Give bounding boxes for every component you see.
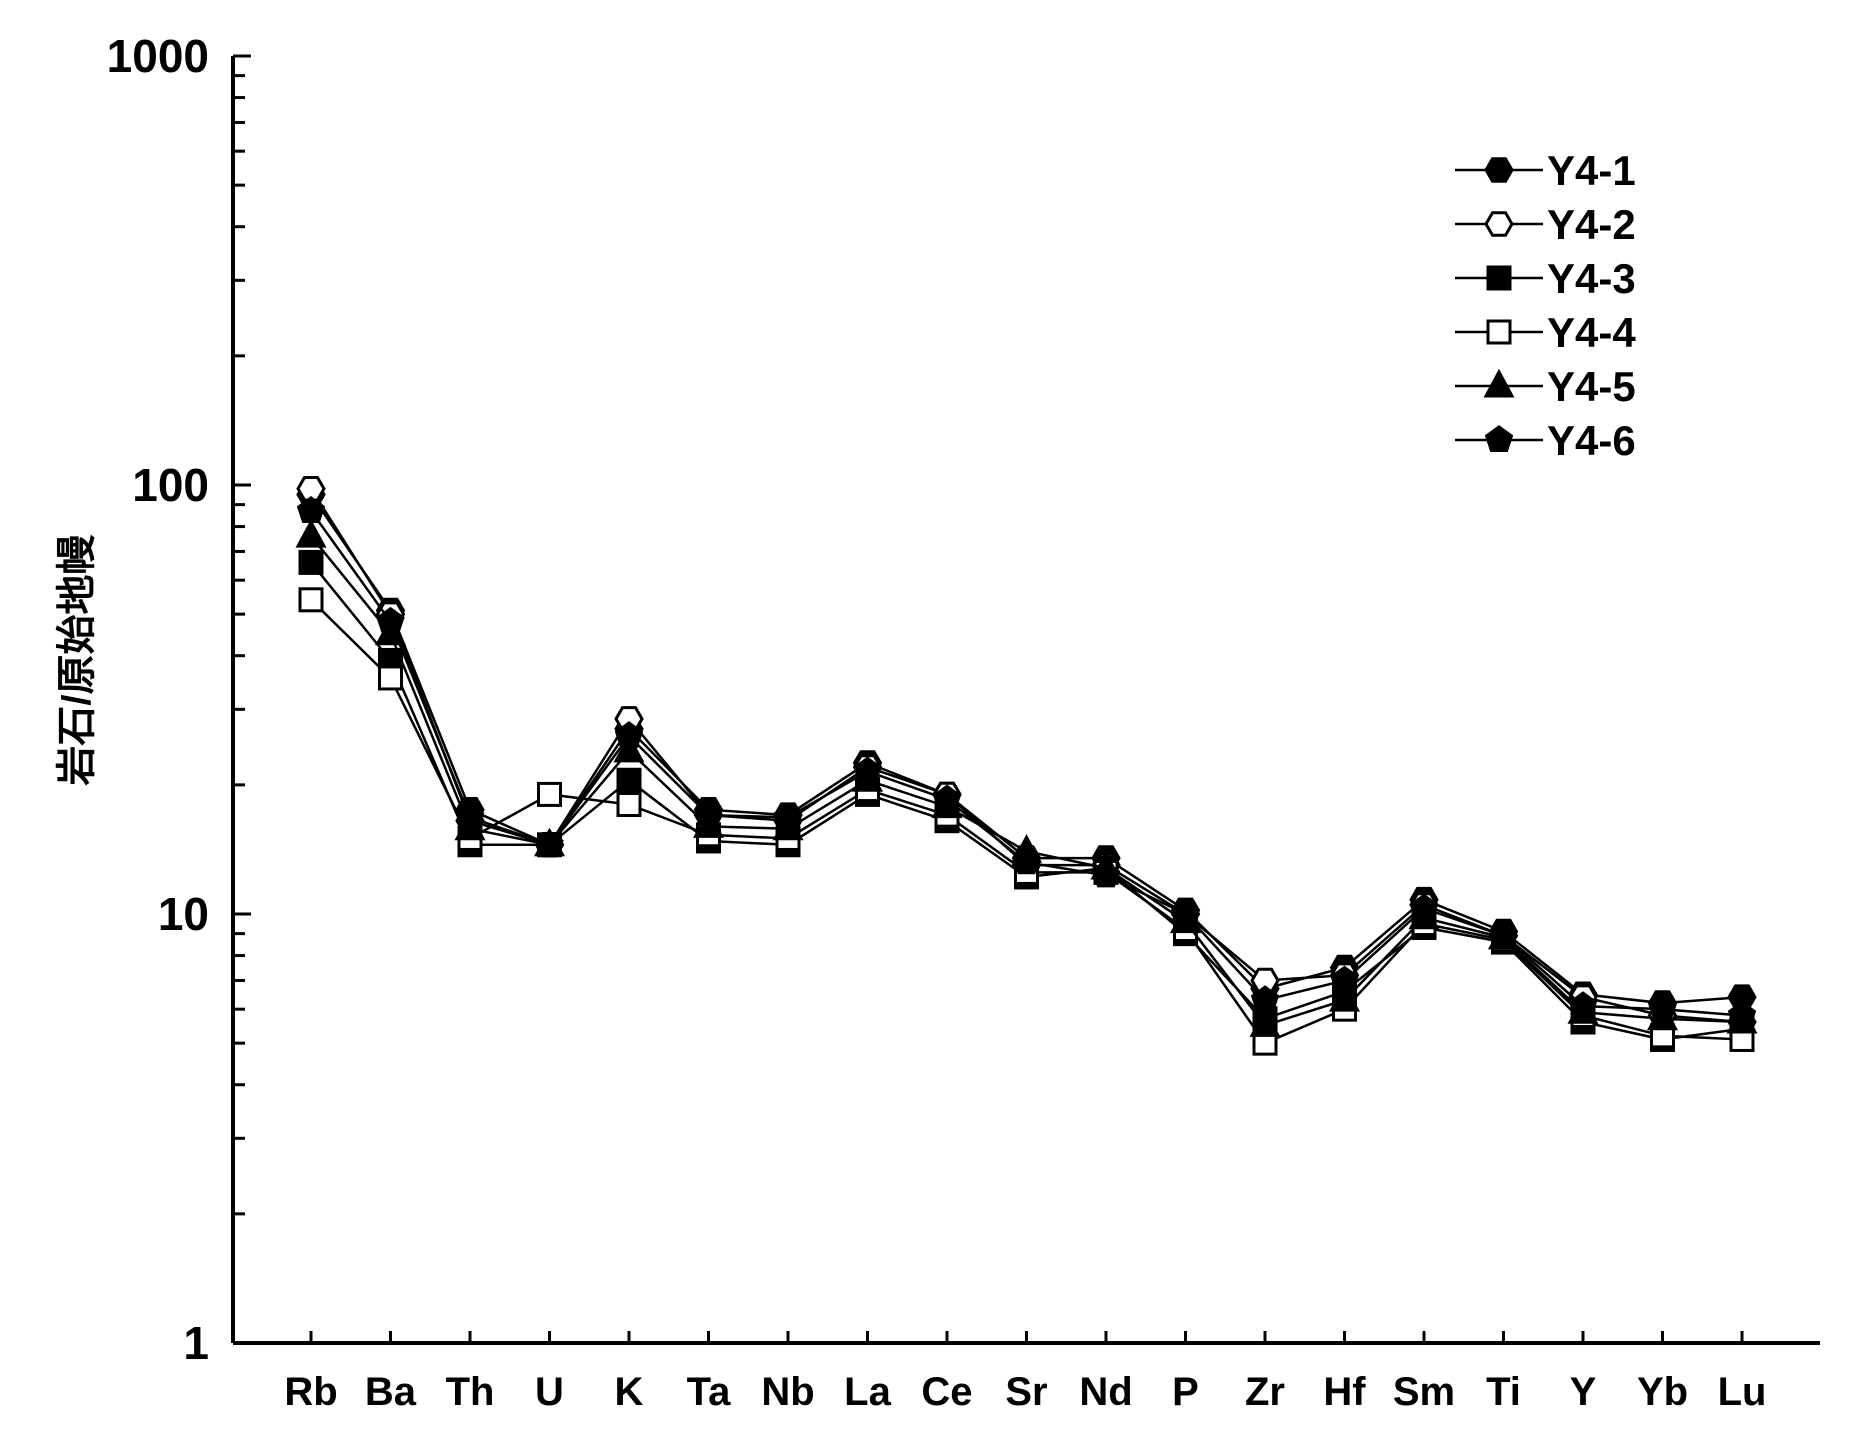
data-point-y4-6 (614, 721, 644, 748)
data-point-y4-4 (537, 781, 562, 807)
series-line-y4-2 (309, 488, 1743, 1024)
data-point-y4-6 (1250, 985, 1280, 1013)
x-tick-label: P (1172, 1370, 1199, 1414)
x-tick-label: Rb (284, 1370, 337, 1414)
data-point-y4-6 (1171, 899, 1200, 926)
legend-entry-y4-1: Y4-1 (1455, 147, 1636, 194)
series-line-y4-3 (310, 561, 1743, 1041)
x-tick-label: Lu (1718, 1370, 1767, 1414)
data-point-y4-5 (1328, 982, 1361, 1012)
data-point-y4-6 (296, 496, 326, 523)
data-point-y4-4 (616, 791, 642, 817)
legend-marker (1483, 368, 1515, 398)
data-point-y4-6 (1727, 1000, 1757, 1028)
data-point-y4-6 (932, 784, 962, 812)
data-point-y4-6 (773, 802, 803, 830)
data-point-y4-3 (298, 549, 324, 575)
legend-label: Y4-3 (1547, 255, 1636, 302)
x-tick-label: K (615, 1370, 644, 1414)
legend-marker (1484, 157, 1514, 183)
data-point-y4-4 (378, 665, 403, 691)
data-point-y4-6 (694, 800, 723, 828)
legend-entry-y4-4: Y4-4 (1455, 309, 1636, 356)
data-point-y4-6 (1330, 965, 1359, 993)
legend-marker (1484, 425, 1514, 452)
legend-marker (1486, 265, 1512, 291)
x-tick-label: Ce (921, 1370, 972, 1414)
series-y4-2 (296, 476, 1757, 1035)
legend-entry-y4-5: Y4-5 (1455, 363, 1636, 410)
axes: 1 10 100 1000 Rb Ba Th U K Ta Nb La Ce Sr Nd P Zr Hf Sm Ti Y… (107, 30, 1820, 1414)
data-point-y4-6 (1568, 991, 1598, 1019)
legend-label: Y4-1 (1547, 147, 1636, 194)
legend-label: Y4-4 (1547, 309, 1636, 356)
y-tick-label: 1 (183, 1317, 209, 1369)
series-y4-6 (296, 496, 1757, 1028)
legend-marker (1486, 319, 1512, 345)
x-tick-label: Ba (365, 1370, 417, 1414)
x-tick-label: Ta (687, 1370, 731, 1414)
data-point-y4-6 (1648, 994, 1677, 1022)
series-line-y4-1 (309, 493, 1743, 1005)
x-tick-label: Th (446, 1370, 495, 1414)
y-axis-label: 岩石/原始地幔 (55, 534, 99, 785)
series-y4-3 (298, 549, 1755, 1052)
data-point-y4-5 (1249, 1008, 1281, 1037)
data-point-y4-6 (853, 756, 882, 784)
data-point-y4-6 (1012, 847, 1041, 875)
x-tick-label: Sr (1005, 1370, 1047, 1414)
x-tick-label: Nd (1079, 1370, 1132, 1414)
data-point-y4-4 (298, 587, 324, 613)
data-point-y4-3 (616, 767, 642, 793)
legend-entry-y4-3: Y4-3 (1455, 255, 1636, 302)
legend-label: Y4-2 (1547, 201, 1636, 248)
x-tick-label: Nb (761, 1370, 814, 1414)
y-tick-label: 100 (132, 459, 209, 511)
series-line-y4-5 (310, 535, 1743, 1027)
data-point-y4-6 (455, 802, 485, 830)
legend-marker (1484, 211, 1514, 237)
series-y4-1 (296, 481, 1757, 1016)
series-line-y4-4 (310, 598, 1743, 1045)
x-tick-label: Yb (1637, 1370, 1688, 1414)
x-tick-label: La (844, 1370, 891, 1414)
series-line-y4-6 (309, 510, 1743, 1017)
legend: Y4-1 Y4-2 Y4-3 Y4-4 Y4-5 Y4-6 (1455, 147, 1636, 464)
x-tick-label: Y (1570, 1370, 1597, 1414)
series-y4-4 (298, 587, 1755, 1056)
data-point-y4-5 (613, 733, 645, 763)
x-tick-label: Ti (1486, 1370, 1521, 1414)
series-group (295, 476, 1758, 1056)
data-point-y4-5 (295, 518, 327, 548)
y-tick-label: 1000 (107, 30, 209, 82)
x-tick-label: U (535, 1370, 564, 1414)
legend-entry-y4-2: Y4-2 (1455, 201, 1636, 248)
data-point-y4-6 (535, 829, 564, 857)
y-tick-label: 10 (158, 888, 209, 940)
data-point-y4-6 (376, 606, 405, 634)
x-tick-label: Sm (1393, 1370, 1455, 1414)
data-point-y4-6 (1091, 860, 1121, 888)
x-tick-label: Hf (1323, 1370, 1366, 1414)
x-tick-label: Zr (1245, 1370, 1285, 1414)
legend-label: Y4-5 (1547, 363, 1636, 410)
legend-label: Y4-6 (1547, 417, 1636, 464)
data-point-y4-6 (1489, 920, 1518, 948)
data-point-y4-6 (1409, 893, 1439, 921)
legend-entry-y4-6: Y4-6 (1455, 417, 1636, 464)
data-point-y4-2 (296, 476, 326, 502)
